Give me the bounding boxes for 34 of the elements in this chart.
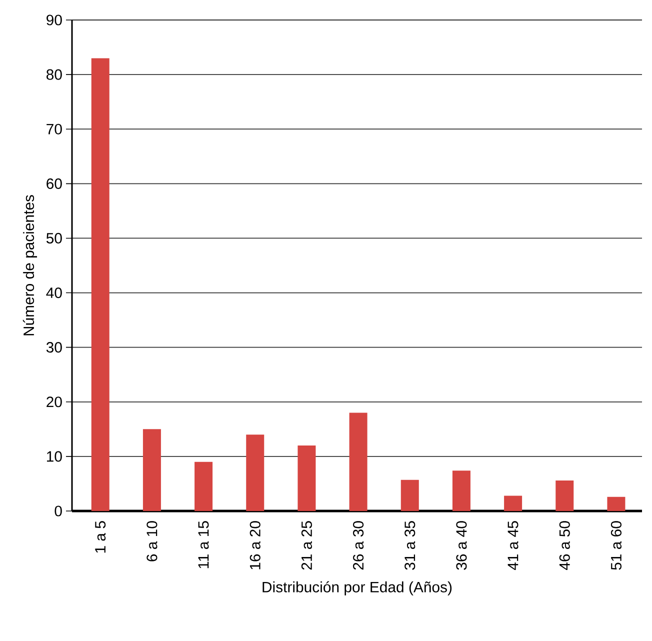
bar xyxy=(298,446,316,511)
x-tick-label: 51 a 60 xyxy=(610,521,622,570)
x-tick-label: 11 a 15 xyxy=(198,521,209,568)
x-tick-label: 36 a 40 xyxy=(456,521,467,570)
x-tick-label: 26 a 30 xyxy=(353,521,364,570)
x-tick-label: 41 a 45 xyxy=(508,521,518,570)
bar xyxy=(452,470,470,511)
bar xyxy=(400,480,419,511)
bar xyxy=(91,58,110,511)
y-tick-label: 80 xyxy=(46,69,62,80)
y-tick-label: 20 xyxy=(46,396,62,408)
y-tick-label: 70 xyxy=(46,124,62,134)
bar xyxy=(349,412,368,511)
y-tick-label: 0 xyxy=(54,506,62,516)
y-tick-label: 50 xyxy=(46,232,62,244)
x-tick-label: 31 a 35 xyxy=(404,521,416,570)
bar xyxy=(504,496,522,511)
y-tick-label: 40 xyxy=(46,287,62,298)
y-tick-label: 90 xyxy=(46,14,62,26)
y-axis-title: Número de pacientes xyxy=(22,195,38,336)
y-tick-label: 30 xyxy=(46,342,62,353)
x-tick-label: 21 a 25 xyxy=(301,521,312,570)
x-axis-title: Distribución por Edad (Años) xyxy=(262,581,452,596)
x-tick-label: 16 a 20 xyxy=(250,521,260,570)
y-tick-label: 60 xyxy=(46,178,62,189)
x-tick-label: 1 a 5 xyxy=(95,521,106,553)
bar xyxy=(194,462,213,511)
bar xyxy=(142,429,161,511)
bar xyxy=(607,496,626,511)
x-tick-label: 46 a 50 xyxy=(559,521,570,570)
bar xyxy=(246,434,264,511)
y-tick-label: 10 xyxy=(47,451,62,462)
x-tick-label: 6 a 10 xyxy=(146,521,158,562)
bar xyxy=(556,480,574,511)
